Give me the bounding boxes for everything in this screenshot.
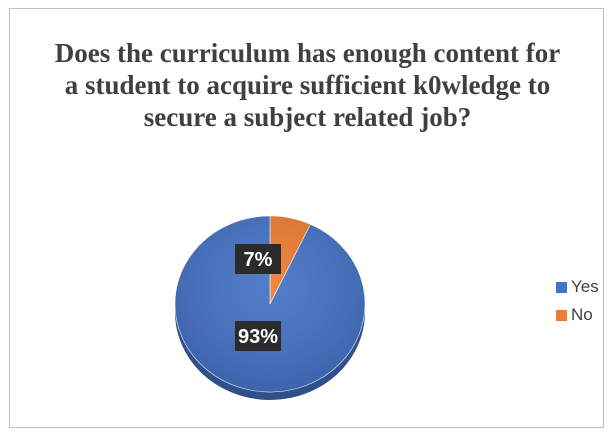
data-label-no: 7% (244, 249, 273, 271)
legend-swatch-no (556, 309, 567, 321)
pie-shading (175, 216, 365, 392)
data-label-bg-yes (235, 321, 281, 351)
data-label-yes: 93% (238, 326, 278, 348)
legend-item-yes: Yes (556, 277, 599, 296)
data-label-bg-no (235, 244, 281, 274)
legend: Yes No (556, 277, 599, 334)
legend-label-no: No (571, 305, 593, 324)
legend-item-no: No (556, 305, 599, 324)
legend-label-yes: Yes (571, 277, 599, 296)
legend-swatch-yes (556, 281, 567, 293)
chart-title: Does the curriculum has enough content f… (54, 38, 561, 132)
